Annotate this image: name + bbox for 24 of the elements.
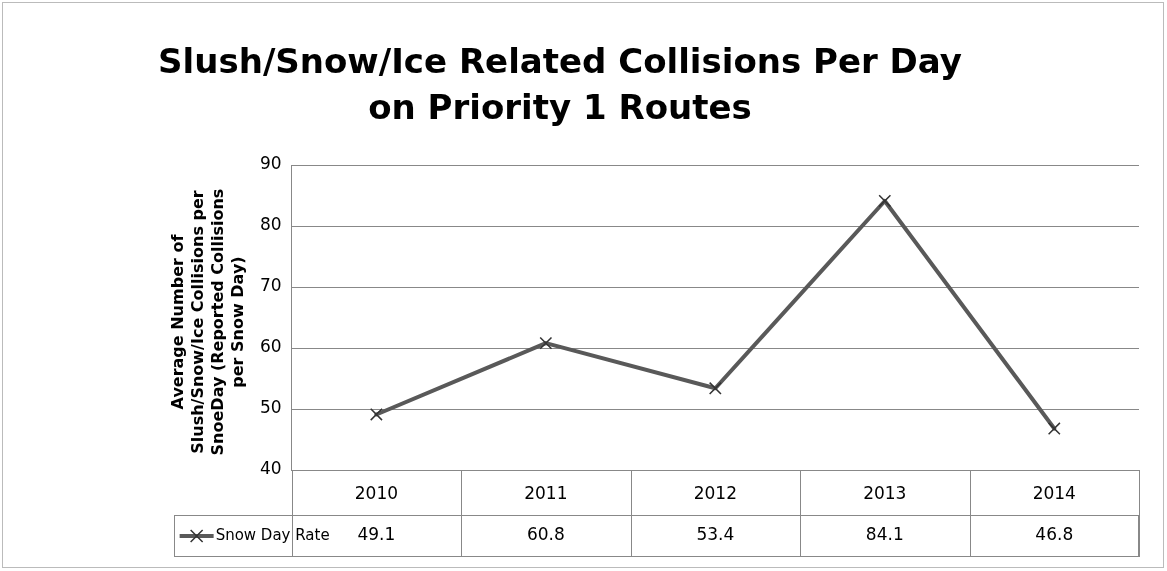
data-label: 84.1 — [865, 524, 904, 545]
x-tick-label: 2014 — [1032, 482, 1076, 503]
x-tick-label: 2011 — [524, 482, 568, 503]
point — [708, 381, 722, 395]
x-tick-label: 2010 — [354, 482, 398, 503]
y-tick-label: 50 — [259, 397, 282, 418]
y-axis-title: Average Number of Slush/Snow/Ice Collisions per SnoeDay (Reported Collisions per Snow Day) — [168, 187, 248, 458]
data-label: 53.4 — [696, 524, 735, 545]
point — [878, 194, 892, 208]
point — [539, 336, 553, 350]
y-tick-label: 80 — [259, 214, 282, 235]
y-tick-label: 60 — [259, 336, 282, 357]
x-tick-label: 2013 — [863, 482, 907, 503]
y-tick-label: 40 — [259, 458, 282, 479]
point — [1047, 422, 1061, 435]
data-label: 49.1 — [357, 524, 396, 545]
y-tick-label: 90 — [259, 153, 282, 174]
y-tick-label: 70 — [259, 275, 282, 296]
chart-title: Slush/Snow/Ice Related Collisions Per Day on Priority 1 Routes — [157, 40, 963, 129]
data-label: 46.8 — [1035, 524, 1074, 545]
x-tick-label: 2012 — [693, 482, 737, 503]
legend-label: Snow Day Rate — [215, 525, 330, 544]
point — [369, 408, 383, 421]
data-label: 60.8 — [526, 524, 565, 545]
